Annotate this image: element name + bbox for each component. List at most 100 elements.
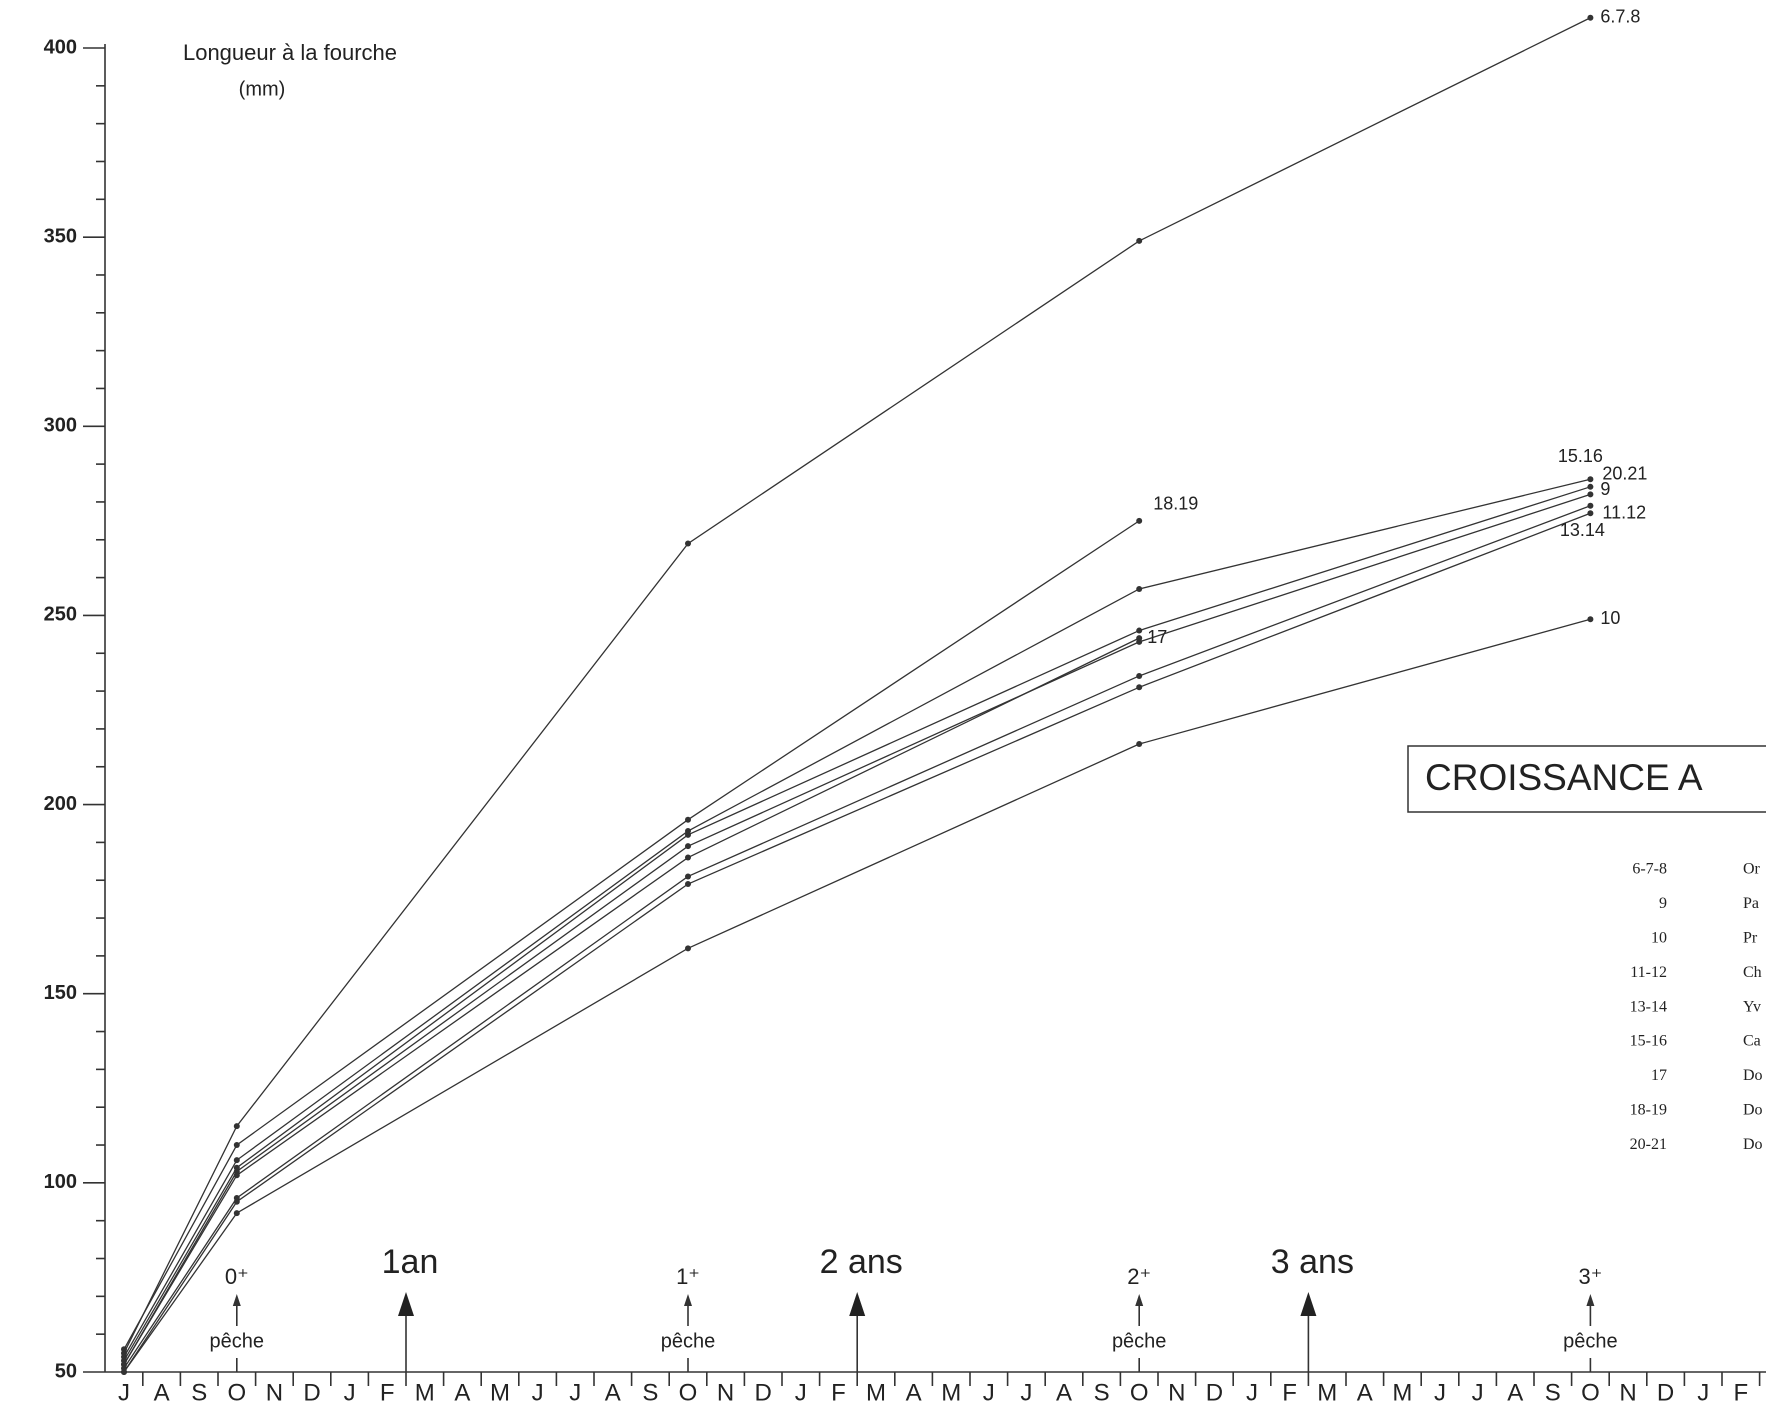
x-tick-label: S <box>642 1379 658 1406</box>
y-axis-unit: (mm) <box>239 78 286 100</box>
point <box>1136 741 1143 748</box>
point <box>1136 627 1143 634</box>
series-line <box>123 637 1140 1365</box>
x-tick-label: M <box>1392 1379 1412 1406</box>
point <box>1136 672 1143 679</box>
point <box>233 1123 240 1130</box>
x-tick-label: O <box>227 1379 246 1406</box>
legend-code: 6-7-8 <box>1632 861 1667 878</box>
y-tick-label: 300 <box>44 415 77 437</box>
series-line <box>123 520 1140 1350</box>
point <box>685 816 691 823</box>
end-label: 9 <box>1600 479 1610 499</box>
legend-code: 10 <box>1651 929 1667 946</box>
x-tick-label: A <box>1507 1379 1523 1406</box>
year-label: 1an <box>382 1243 439 1281</box>
x-tick-label: J <box>1472 1379 1484 1406</box>
x-tick-label: D <box>755 1379 772 1406</box>
end-label: 18.19 <box>1153 494 1198 514</box>
point <box>1587 491 1594 498</box>
x-tick-label: M <box>415 1379 435 1406</box>
age-arrow-head <box>1586 1294 1595 1306</box>
x-tick-label: F <box>380 1379 395 1406</box>
x-tick-label: M <box>866 1379 886 1406</box>
end-label: 17 <box>1147 627 1167 647</box>
point <box>1136 684 1143 691</box>
legend-code: 18-19 <box>1630 1101 1667 1118</box>
x-tick-label: M <box>941 1379 961 1406</box>
age-arrow-head <box>1135 1294 1144 1306</box>
point <box>121 1346 127 1353</box>
x-tick-label: N <box>1168 1379 1185 1406</box>
point <box>685 831 691 838</box>
end-label: 15.16 <box>1558 446 1603 466</box>
series-line <box>123 493 1591 1365</box>
x-tick-label: J <box>1246 1379 1258 1406</box>
x-tick-label: J <box>1020 1379 1032 1406</box>
x-tick-label: J <box>344 1379 356 1406</box>
legend-name: Ch <box>1743 964 1762 981</box>
series-line <box>123 505 1591 1369</box>
x-tick-label: J <box>118 1379 130 1406</box>
x-tick-label: M <box>1317 1379 1337 1406</box>
x-tick-label: A <box>1056 1379 1072 1406</box>
x-tick-label: D <box>1206 1379 1223 1406</box>
y-tick-label: 350 <box>44 225 77 247</box>
end-label: 11.12 <box>1602 502 1646 522</box>
legend-code: 13-14 <box>1630 998 1667 1015</box>
point <box>685 945 691 952</box>
y-tick-label: 100 <box>44 1171 77 1193</box>
point <box>1136 635 1143 642</box>
x-tick-label: M <box>490 1379 510 1406</box>
point <box>1136 517 1143 524</box>
point <box>685 540 691 547</box>
end-label: 20.21 <box>1602 464 1647 484</box>
legend-name: Pr <box>1743 929 1758 946</box>
point <box>1587 476 1594 483</box>
age-label: 3⁺ <box>1578 1264 1602 1289</box>
point <box>685 854 691 861</box>
point <box>685 843 691 850</box>
x-tick-label: J <box>983 1379 995 1406</box>
x-tick-label: A <box>605 1379 621 1406</box>
x-tick-label: N <box>1619 1379 1636 1406</box>
age-arrow-head <box>232 1294 241 1306</box>
y-tick-label: 200 <box>44 793 77 815</box>
year-arrow-head <box>849 1292 866 1316</box>
age-arrow-head <box>684 1294 692 1306</box>
point <box>1587 616 1594 623</box>
x-tick-label: F <box>1733 1379 1748 1406</box>
point <box>685 873 691 880</box>
y-tick-label: 250 <box>44 604 77 626</box>
x-tick-label: J <box>569 1379 581 1406</box>
point <box>1587 502 1594 509</box>
x-tick-label: D <box>1657 1379 1674 1406</box>
x-tick-label: S <box>1545 1379 1561 1406</box>
legend-code: 11-12 <box>1630 964 1667 981</box>
x-tick-label: J <box>532 1379 544 1406</box>
x-tick-label: N <box>266 1379 283 1406</box>
point <box>1136 585 1143 592</box>
legend-name: Or <box>1743 861 1761 878</box>
point <box>233 1172 240 1179</box>
age-label: 2⁺ <box>1127 1264 1151 1289</box>
point <box>1587 510 1594 517</box>
x-tick-label: O <box>679 1379 698 1406</box>
year-arrow-head <box>1300 1292 1317 1316</box>
x-tick-label: N <box>717 1379 734 1406</box>
age-note: pêche <box>1112 1330 1167 1352</box>
y-tick-label: 50 <box>55 1360 77 1382</box>
age-note: pêche <box>661 1330 716 1352</box>
legend-name: Do <box>1743 1067 1763 1084</box>
x-tick-label: O <box>1130 1379 1149 1406</box>
x-tick-label: J <box>1697 1379 1709 1406</box>
y-axis-label: Longueur à la fourche <box>183 40 397 65</box>
legend-name: Pa <box>1743 895 1759 912</box>
end-label: 13.14 <box>1560 520 1605 540</box>
x-tick-label: F <box>1282 1379 1297 1406</box>
title-box <box>1407 745 1766 813</box>
x-tick-label: S <box>1094 1379 1110 1406</box>
legend-name: Ca <box>1743 1033 1761 1050</box>
point <box>685 881 691 888</box>
